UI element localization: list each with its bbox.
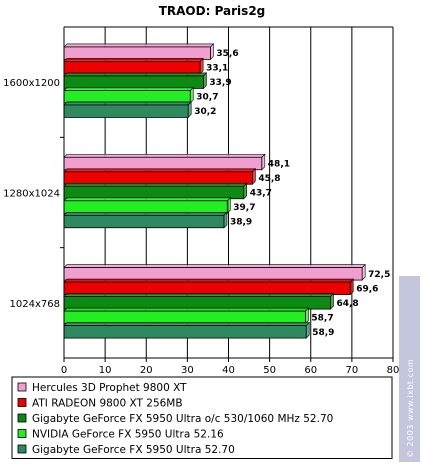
- data-label: 33,9: [209, 78, 231, 88]
- bar: [63, 200, 228, 214]
- bar-top: [63, 264, 366, 268]
- legend-item-label: Gigabyte GeForce FX 5950 Ultra 52.70: [32, 444, 235, 456]
- x-tick-label: 50: [263, 365, 276, 376]
- bar: [63, 156, 263, 171]
- legend-item-label: Hercules 3D Prophet 9800 XT: [32, 382, 187, 394]
- data-label: 30,2: [194, 107, 216, 117]
- bar: [63, 185, 245, 200]
- legend-swatch: [17, 382, 27, 392]
- legend-swatch: [17, 444, 27, 454]
- bar: [63, 214, 225, 229]
- bar-top: [63, 72, 208, 77]
- x-tick-label: 80: [387, 365, 400, 376]
- bar: [63, 75, 204, 89]
- data-label: 58,7: [311, 313, 333, 323]
- watermark-strip: [399, 276, 420, 462]
- x-tick-label: 70: [346, 365, 359, 376]
- bar: [63, 104, 189, 118]
- bar-top: [63, 278, 354, 283]
- x-tick-label: 0: [61, 365, 67, 376]
- legend: Hercules 3D Prophet 9800 XT ATI RADEON 98…: [11, 376, 393, 459]
- bar: [63, 171, 253, 185]
- bar-top: [63, 211, 228, 216]
- data-label: 43,7: [250, 189, 272, 199]
- legend-item-label: ATI RADEON 9800 XT 256MB: [32, 398, 183, 410]
- bar: [63, 296, 331, 310]
- data-label: 38,9: [230, 218, 252, 228]
- bar-top: [63, 58, 204, 62]
- bar-top: [63, 87, 194, 91]
- bar: [63, 46, 211, 60]
- bar-top: [63, 43, 215, 48]
- x-tick-label: 20: [140, 365, 153, 376]
- legend-swatch: [17, 429, 27, 438]
- x-tick-label: 40: [222, 365, 235, 376]
- data-label: 58,9: [312, 328, 334, 338]
- data-label: 48,1: [268, 160, 290, 170]
- data-label: 35,6: [216, 49, 238, 59]
- bar: [63, 325, 307, 339]
- axes: 1600x1200 1280x1024 1024x768 0 10 20 30 40 50 60 7…: [3, 26, 400, 376]
- watermark-text: © 2003 www.ixbt.com: [406, 359, 415, 458]
- legend-item-label: Gigabyte GeForce FX 5950 Ultra o/c 530/1…: [32, 413, 333, 425]
- legend-item-label: NVIDIA GeForce FX 5950 Ultra 52.16: [32, 429, 224, 441]
- legend-swatch: [17, 398, 27, 407]
- bar-top: [63, 168, 257, 173]
- bar: [63, 267, 363, 281]
- data-label: 30,7: [196, 93, 218, 103]
- category-label: 1600x1200: [3, 78, 60, 89]
- chart-title: TRAOD: Paris2g: [159, 4, 266, 18]
- bar: [63, 61, 201, 75]
- bar-top: [63, 153, 266, 158]
- bar: [63, 310, 306, 324]
- data-label: 64,8: [336, 299, 358, 309]
- x-tick-label: 30: [181, 365, 194, 376]
- data-label: 69,6: [356, 284, 378, 294]
- data-label: 39,7: [233, 203, 255, 213]
- data-label: 72,5: [368, 270, 390, 280]
- x-tick-label: 60: [304, 365, 317, 376]
- bar-top: [63, 293, 335, 297]
- bar-top: [63, 101, 192, 106]
- legend-swatch: [17, 413, 27, 423]
- bar: [63, 281, 351, 295]
- bar-top: [63, 182, 248, 187]
- category-label: 1024x768: [10, 299, 60, 310]
- legend-box: [11, 376, 393, 459]
- bar-top: [63, 197, 231, 202]
- data-label: 33,1: [206, 64, 228, 74]
- watermark: © 2003 www.ixbt.com: [399, 276, 420, 462]
- x-tick-label: 10: [99, 365, 112, 376]
- bar-top: [63, 307, 310, 312]
- bars: 35,6 33,1 33,9 30,7 30,2 48,1 45,8 43,7 39,7 38,9…: [63, 43, 390, 339]
- bar-top: [63, 322, 310, 326]
- category-label: 1280x1024: [3, 189, 60, 200]
- data-label: 45,8: [258, 174, 280, 184]
- bar: [63, 90, 191, 104]
